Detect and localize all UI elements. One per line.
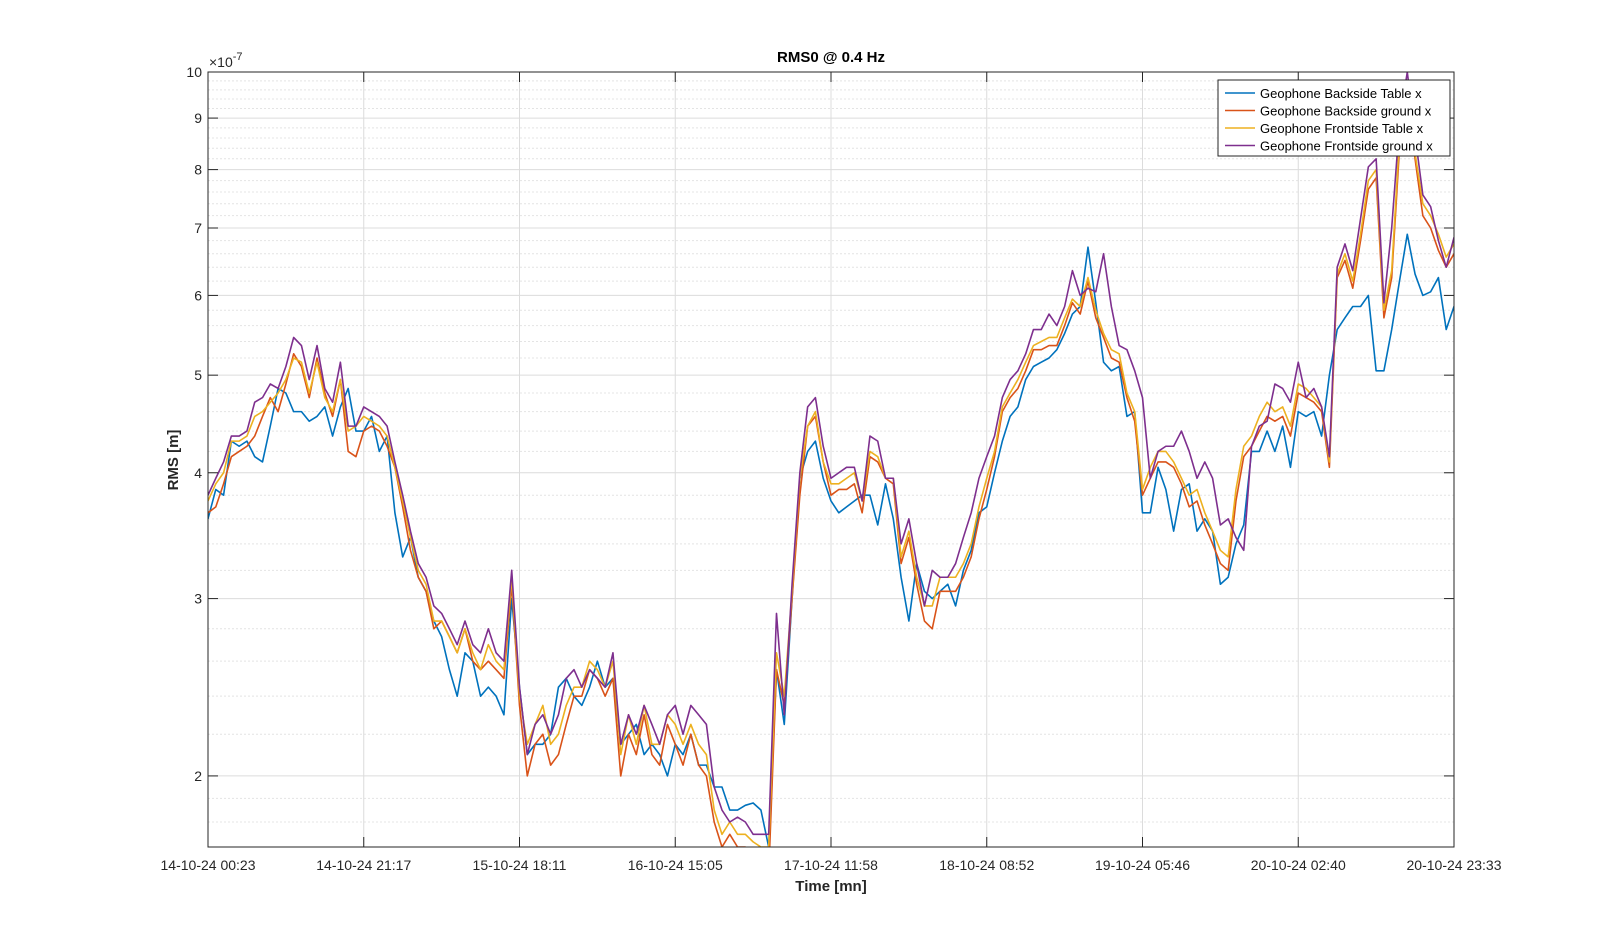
y-tick-labels: 2 3 4 5 6 7 8 9 10: [186, 64, 202, 784]
legend-label-1: Geophone Backside Table x: [1260, 86, 1422, 101]
y-tick-label: 4: [194, 465, 202, 481]
y-tick-label: 9: [194, 110, 202, 126]
y-tick-label: 8: [194, 162, 202, 178]
chart-title: RMS0 @ 0.4 Hz: [777, 49, 885, 66]
x-tick-label: 19-10-24 05:46: [1095, 857, 1190, 873]
x-tick-label: 17-10-24 11:58: [784, 857, 878, 873]
y-exponent-power: -7: [233, 51, 243, 63]
x-tick-label: 14-10-24 00:23: [161, 857, 256, 873]
y-axis-title: RMS [m]: [165, 430, 182, 491]
y-exponent-base: ×10: [209, 54, 233, 70]
x-tick-label: 15-10-24 18:11: [473, 857, 567, 873]
y-tick-label: 10: [186, 64, 202, 80]
y-tick-label: 2: [194, 768, 202, 784]
legend-box: [1217, 79, 1451, 157]
y-tick-label: 7: [194, 220, 202, 236]
series-line-4: [208, 72, 1454, 836]
x-tick-label: 18-10-24 08:52: [939, 857, 1034, 873]
y-tick-label: 5: [194, 367, 202, 383]
y-tick-label: 6: [194, 287, 202, 303]
x-tick-label: 20-10-24 02:40: [1251, 857, 1346, 873]
legend-label-3: Geophone Frontside Table x: [1260, 121, 1424, 136]
x-tick-labels: 14-10-24 00:23 14-10-24 21:17 15-10-24 18:…: [161, 857, 1502, 873]
x-tick-label: 20-10-24 23:33: [1407, 857, 1502, 873]
x-axis-title: Time [mn]: [795, 878, 866, 895]
y-tick-label: 3: [194, 591, 202, 607]
legend: Geophone Backside Table x Geophone Backsi…: [1217, 79, 1451, 157]
legend-label-2: Geophone Backside ground x: [1260, 104, 1432, 119]
x-tick-label: 16-10-24 15:05: [628, 857, 723, 873]
legend-label-4: Geophone Frontside ground x: [1260, 139, 1433, 154]
y-exponent-label: ×10-7: [209, 51, 243, 70]
series-line-2: [208, 93, 1454, 847]
x-tick-label: 14-10-24 21:17: [316, 857, 411, 873]
series-lines: [208, 72, 1454, 847]
